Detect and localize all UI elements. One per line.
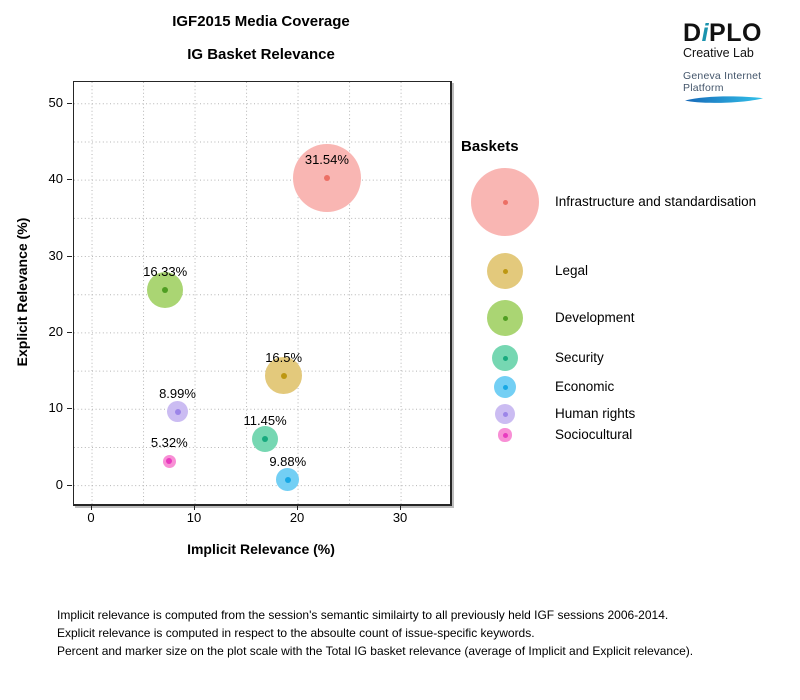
- legend-swatch-dot: [502, 432, 508, 438]
- y-axis-tick: [67, 255, 72, 257]
- y-tick-label: 10: [48, 400, 63, 416]
- legend-swatch-dot: [502, 199, 508, 205]
- y-axis-tick: [67, 408, 72, 410]
- legend-label-sociocultural: Sociocultural: [555, 427, 633, 442]
- bubble-value-label: 11.45%: [243, 413, 287, 429]
- bubble-value-label: 8.99%: [159, 385, 196, 401]
- y-tick-label: 30: [48, 247, 63, 263]
- legend-swatch-dot: [502, 384, 508, 390]
- plot-area: 31.54% 16.5% 16.33% 11.45% 9.88% 8.99% 5.32%: [73, 81, 452, 506]
- x-axis-title: Implicit Relevance (%): [187, 541, 335, 557]
- y-axis-tick: [67, 484, 72, 486]
- bubble-center-dot: [280, 372, 287, 379]
- legend-swatch-dot: [502, 411, 508, 417]
- bubble-value-label: 31.54%: [304, 151, 349, 167]
- x-tick-label: 0: [87, 510, 95, 525]
- legend-title: Baskets: [461, 138, 519, 155]
- legend-label-infrastructure-and-standardisation: Infrastructure and standardisation: [555, 194, 757, 209]
- logo-letters-plo: PLO: [709, 19, 762, 47]
- x-tick-label: 20: [289, 510, 305, 525]
- x-tick-label: 30: [392, 510, 408, 525]
- bubble-value-label: 9.88%: [269, 453, 307, 469]
- bubble-value-label: 5.32%: [150, 435, 188, 451]
- y-tick-label: 50: [48, 94, 63, 110]
- bubble-value-label: 16.33%: [143, 264, 188, 280]
- diplo-logo: DiPLO Creative Lab Geneva Internet Platf…: [683, 20, 793, 105]
- logo-tagline: Creative Lab: [683, 46, 754, 60]
- bubble-center-dot: [284, 476, 291, 483]
- y-axis-tick: [67, 179, 72, 181]
- bubble-center-dot: [262, 436, 269, 443]
- gridlines: [74, 82, 450, 504]
- x-axis-tick: [91, 505, 93, 510]
- legend-label-security: Security: [555, 350, 604, 365]
- y-tick-label: 0: [55, 476, 63, 492]
- x-axis-tick: [400, 505, 402, 510]
- diplo-wordmark: DiPLO: [683, 20, 793, 46]
- bubble-value-label: 16.5%: [265, 349, 303, 365]
- legend: Baskets Infrastructure and standardisati…: [461, 132, 791, 462]
- logo-swoosh-icon: [685, 96, 763, 103]
- footnote-line: Implicit relevance is computed from the …: [57, 608, 669, 622]
- geneva-internet-platform-label: Geneva Internet Platform: [683, 70, 762, 94]
- footnote-line: Percent and marker size on the plot scal…: [57, 644, 694, 658]
- logo-letter-d: D: [683, 19, 702, 47]
- legend-swatch-dot: [502, 355, 508, 361]
- legend-label-legal: Legal: [555, 263, 589, 278]
- bubble-center-dot: [162, 287, 169, 294]
- legend-swatch-dot: [502, 315, 508, 321]
- x-tick-label: 10: [186, 510, 202, 525]
- bubble-center-dot: [323, 174, 330, 181]
- chart-subtitle: IG Basket Relevance: [187, 46, 335, 63]
- bubble-center-dot: [174, 408, 181, 415]
- footnote-line: Explicit relevance is computed in respec…: [57, 626, 535, 640]
- x-axis-tick: [194, 505, 196, 510]
- y-axis-tick: [67, 102, 72, 104]
- bubble-center-dot: [166, 458, 173, 465]
- chart-title: IGF2015 Media Coverage: [172, 13, 350, 30]
- legend-label-economic: Economic: [555, 379, 615, 394]
- legend-label-development: Development: [555, 310, 635, 325]
- footnotes: Implicit relevance is computed from the …: [57, 606, 777, 660]
- legend-swatch-dot: [502, 268, 508, 274]
- y-tick-label: 20: [48, 323, 63, 339]
- y-axis-tick: [67, 331, 72, 333]
- legend-label-human-rights: Human rights: [555, 406, 636, 421]
- y-tick-label: 40: [48, 171, 63, 187]
- x-axis-tick: [297, 505, 299, 510]
- logo-letter-i: i: [701, 19, 710, 47]
- y-axis-title: Explicit Relevance (%): [14, 217, 30, 367]
